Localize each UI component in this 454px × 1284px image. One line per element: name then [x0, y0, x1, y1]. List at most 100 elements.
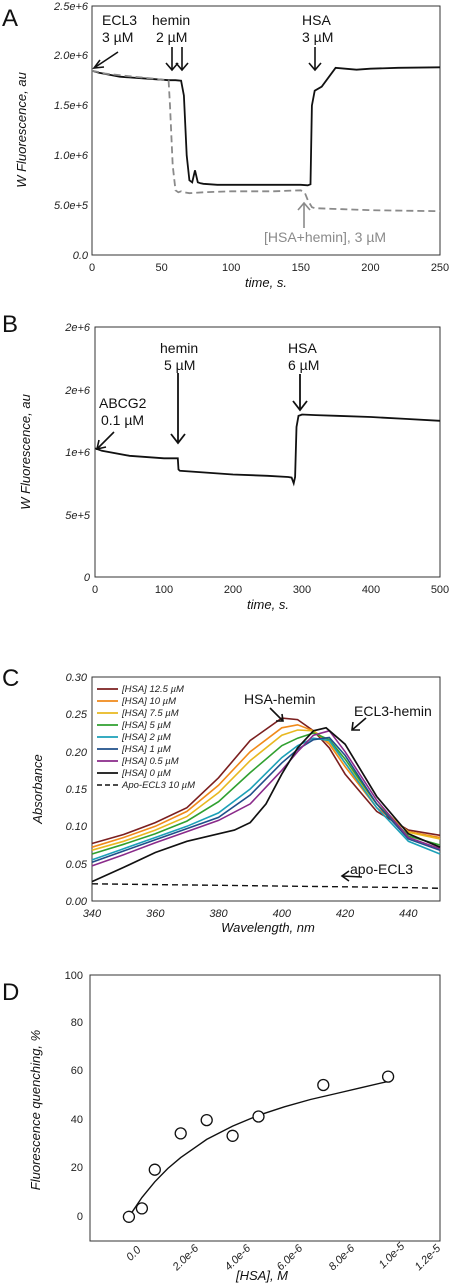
annotation-hemin: hemin [160, 340, 198, 356]
y-axis-label: Fluorescence quenching, % [28, 1030, 43, 1190]
legend-label: [HSA] 7.5 µM [121, 708, 179, 719]
x-tick-label: 500 [431, 584, 449, 596]
data-point [174, 1127, 187, 1140]
y-axis-label: W Fluorescence, au [14, 72, 29, 188]
annotation-ecl3-conc: 3 µM [102, 29, 133, 45]
data-point [381, 1070, 395, 1083]
data-point [252, 1110, 265, 1123]
y-tick-label: 0.30 [66, 672, 88, 684]
annotation-hsa-hemin: HSA-hemin [244, 691, 316, 707]
arrow-hsa-hemin [269, 707, 284, 722]
annotation-hsa-conc: 3 µM [302, 29, 333, 45]
arrow-hemin-1 [165, 47, 179, 72]
x-tick-label: 400 [273, 908, 292, 920]
legend-label: [HSA] 10 µM [121, 696, 176, 707]
x-tick-label: 380 [209, 908, 228, 920]
arrow-hsa-hemin [297, 201, 311, 228]
annotation-hemin-conc: 5 µM [164, 357, 195, 373]
legend-label: [HSA] 2 µM [121, 732, 171, 743]
arrow-hemin [170, 373, 186, 445]
annotation-abcg2: ABCG2 [99, 395, 147, 411]
annotation-abcg2-conc: 0.1 µM [101, 412, 144, 428]
y-tick-label: 100 [65, 970, 83, 982]
x-tick-label: 0 [92, 584, 98, 596]
data-point [200, 1113, 213, 1127]
panel-d: D 0 20 40 60 80 100 0.0 2.0e-6 4.0e-6 6.… [2, 970, 444, 1283]
x-tick-label: 250 [431, 262, 449, 274]
arrow-ecl3 [92, 51, 119, 69]
plot-frame-b [94, 326, 441, 578]
arrow-abcg2 [95, 431, 115, 451]
x-tick-label: 0.0 [124, 1244, 144, 1264]
y-tick-label: 0.15 [66, 784, 88, 796]
y-axis-label: W Fluorescence, au [18, 394, 33, 510]
x-tick-label: 420 [336, 908, 355, 920]
x-tick-label: 360 [146, 908, 165, 920]
x-tick-label: 440 [399, 908, 418, 920]
x-tick-label: 8.0e-6 [327, 1242, 358, 1273]
scatter-points [122, 1070, 395, 1223]
plot-frame-a [91, 5, 441, 256]
data-point [122, 1210, 136, 1223]
x-axis-label: time, s. [247, 597, 289, 612]
annotation-ecl3: ECL3 [102, 12, 137, 28]
y-tick-label: 1e+6 [65, 447, 91, 459]
x-tick-label: 0 [89, 262, 95, 274]
panel-a: A 0.0 5.0e+5 1.0e+6 1.5e+6 2.0e+6 2.5e+6… [2, 1, 449, 290]
plot-frame-d [89, 974, 441, 1242]
panel-b: B 0 5e+5 1e+6 2e+6 2e+6 0 100 200 300 40… [2, 311, 449, 612]
annotation-hsa-conc: 6 µM [288, 357, 319, 373]
plot-frame-c [91, 676, 441, 902]
series-line-hsa-0 [91, 726, 441, 883]
y-tick-label: 0 [77, 1211, 83, 1223]
y-tick-label: 0.20 [66, 747, 88, 759]
y-tick-label: 1.0e+6 [54, 150, 89, 162]
panel-label-c: C [2, 665, 19, 692]
x-tick-label: 100 [222, 262, 240, 274]
y-tick-label: 1.5e+6 [54, 100, 89, 112]
y-tick-label: 2e+6 [64, 322, 91, 334]
panel-label-b: B [2, 311, 18, 338]
legend-label: [HSA] 5 µM [121, 720, 171, 731]
legend-label: [HSA] 12.5 µM [121, 684, 184, 695]
series-line-hsa-1 [91, 736, 441, 863]
series-line-hsa-12-5 [91, 717, 441, 845]
y-tick-label: 5.0e+5 [54, 200, 89, 212]
y-tick-label: 2e+6 [64, 385, 91, 397]
legend-label: Apo-ECL3 10 µM [121, 780, 195, 791]
x-axis-label: Wavelength, nm [221, 920, 315, 935]
x-tick-label: 1.2e-5 [413, 1242, 444, 1273]
data-point [135, 1202, 149, 1215]
data-point [148, 1163, 161, 1176]
y-tick-label: 40 [71, 1114, 83, 1126]
x-tick-label: 400 [362, 584, 380, 596]
x-tick-label: 1.0e-5 [377, 1240, 408, 1271]
y-tick-label: 2.5e+6 [53, 1, 89, 13]
x-tick-label: 150 [292, 262, 310, 274]
panel-c: C 0.00 0.05 0.10 0.15 0.20 0.25 0.30 340… [2, 665, 441, 935]
y-tick-label: 0.00 [66, 896, 88, 908]
arrow-ecl3-hemin [351, 717, 367, 731]
data-point [317, 1078, 330, 1092]
annotation-hsa: HSA [288, 340, 317, 356]
annotation-apo-ecl3: apo-ECL3 [350, 861, 413, 877]
arrow-hemin-2 [175, 47, 189, 72]
x-tick-label: 2.0e-6 [170, 1242, 202, 1274]
legend-label: [HSA] 0.5 µM [121, 756, 179, 767]
annotation-hsa: HSA [302, 12, 331, 28]
series-line-dashed [91, 69, 441, 213]
legend-label: [HSA] 0 µM [121, 768, 171, 779]
y-tick-label: 0.05 [66, 859, 88, 871]
x-axis-label: time, s. [245, 275, 287, 290]
series-line-solid [91, 66, 441, 187]
x-tick-label: 200 [361, 262, 379, 274]
x-tick-label: 50 [155, 262, 167, 274]
y-tick-label: 20 [71, 1162, 83, 1174]
x-tick-label: 100 [155, 584, 173, 596]
x-tick-label: 300 [293, 584, 311, 596]
y-tick-label: 5e+5 [65, 510, 91, 522]
annotation-hsa-hemin: [HSA+hemin], 3 µM [264, 229, 386, 245]
panel-label-d: D [2, 979, 19, 1006]
x-axis-label: [HSA], M [235, 1268, 288, 1283]
